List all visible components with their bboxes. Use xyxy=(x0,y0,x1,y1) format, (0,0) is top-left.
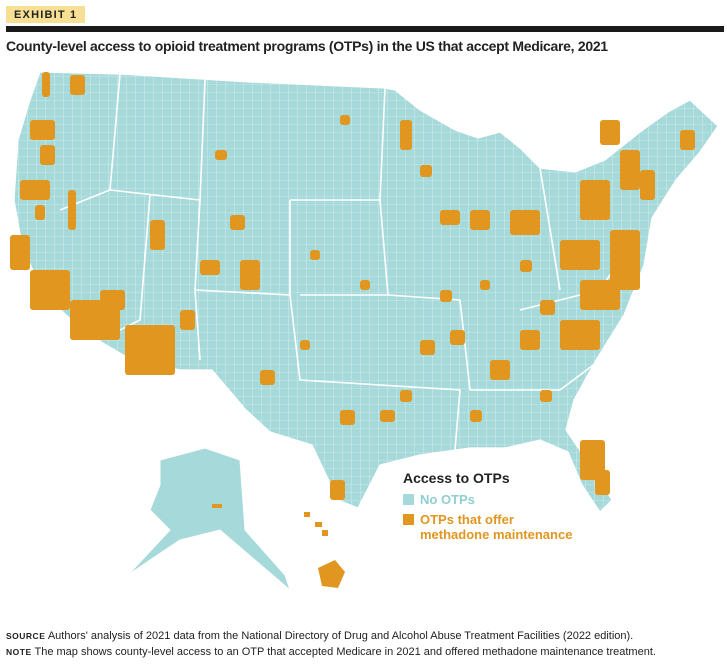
otp-county xyxy=(420,340,435,355)
otp-county xyxy=(300,340,310,350)
otp-county xyxy=(420,165,432,177)
otp-county xyxy=(480,280,490,290)
hawaii xyxy=(304,512,345,588)
otp-county xyxy=(610,230,640,290)
otp-county xyxy=(540,390,552,402)
source-note: SOURCE Authors' analysis of 2021 data fr… xyxy=(6,630,634,642)
otp-county xyxy=(340,115,350,125)
otp-county xyxy=(42,72,50,97)
otp-county xyxy=(560,320,600,350)
otp-county xyxy=(520,330,540,350)
otp-county xyxy=(30,120,55,140)
legend-label: OTPs that offer methadone maintenance xyxy=(420,512,573,542)
legend-item-otps: OTPs that offer methadone maintenance xyxy=(403,512,572,542)
otp-county xyxy=(520,260,532,272)
otp-county xyxy=(150,220,165,250)
contiguous-us xyxy=(13,71,719,513)
otp-county xyxy=(640,170,655,200)
otp-county xyxy=(200,260,220,275)
otp-county xyxy=(560,240,600,270)
otp-county xyxy=(40,145,55,165)
otp-county xyxy=(490,360,510,380)
otp-county xyxy=(595,470,610,495)
otp-county xyxy=(70,75,85,95)
otp-county xyxy=(360,280,370,290)
otp-county xyxy=(100,290,125,310)
otp-county xyxy=(10,235,30,270)
legend-label: No OTPs xyxy=(420,492,475,507)
otp-county xyxy=(20,180,50,200)
legend-item-no-otps: No OTPs xyxy=(403,492,572,507)
otp-county xyxy=(400,390,412,402)
header-rule xyxy=(6,26,724,32)
otp-county xyxy=(600,120,620,145)
otp-county xyxy=(125,325,175,375)
otp-county xyxy=(380,410,395,422)
otp-county xyxy=(330,480,345,500)
otp-county xyxy=(215,150,227,160)
us-county-map xyxy=(10,71,719,592)
otp-county xyxy=(180,310,195,330)
otp-county xyxy=(340,410,355,425)
otp-county xyxy=(680,130,695,150)
note: NOTE The map shows county-level access t… xyxy=(6,646,656,658)
otp-county xyxy=(440,210,460,225)
otp-county xyxy=(620,150,640,190)
otp-county xyxy=(400,120,412,150)
otp-county xyxy=(450,330,465,345)
exhibit-label: EXHIBIT 1 xyxy=(6,6,86,23)
otp-county xyxy=(580,180,610,220)
otp-counties xyxy=(10,72,695,500)
otp-county xyxy=(240,260,260,290)
otp-county xyxy=(260,370,275,385)
map-legend: Access to OTPs No OTPs OTPs that offer me… xyxy=(403,470,572,547)
otp-county xyxy=(470,210,490,230)
otp-county xyxy=(35,205,45,220)
otp-county xyxy=(540,300,555,315)
otp-county xyxy=(470,410,482,422)
otp-county xyxy=(440,290,452,302)
otp-county xyxy=(30,270,70,310)
otp-county xyxy=(68,190,76,230)
otp-county xyxy=(230,215,245,230)
legend-swatch-teal xyxy=(403,494,414,505)
otp-county xyxy=(510,210,540,235)
legend-title: Access to OTPs xyxy=(403,470,510,486)
otp-county xyxy=(580,280,620,310)
otp-county xyxy=(310,250,320,260)
legend-swatch-orange xyxy=(403,514,414,525)
alaska xyxy=(127,447,292,592)
figure-title: County-level access to opioid treatment … xyxy=(6,38,608,54)
